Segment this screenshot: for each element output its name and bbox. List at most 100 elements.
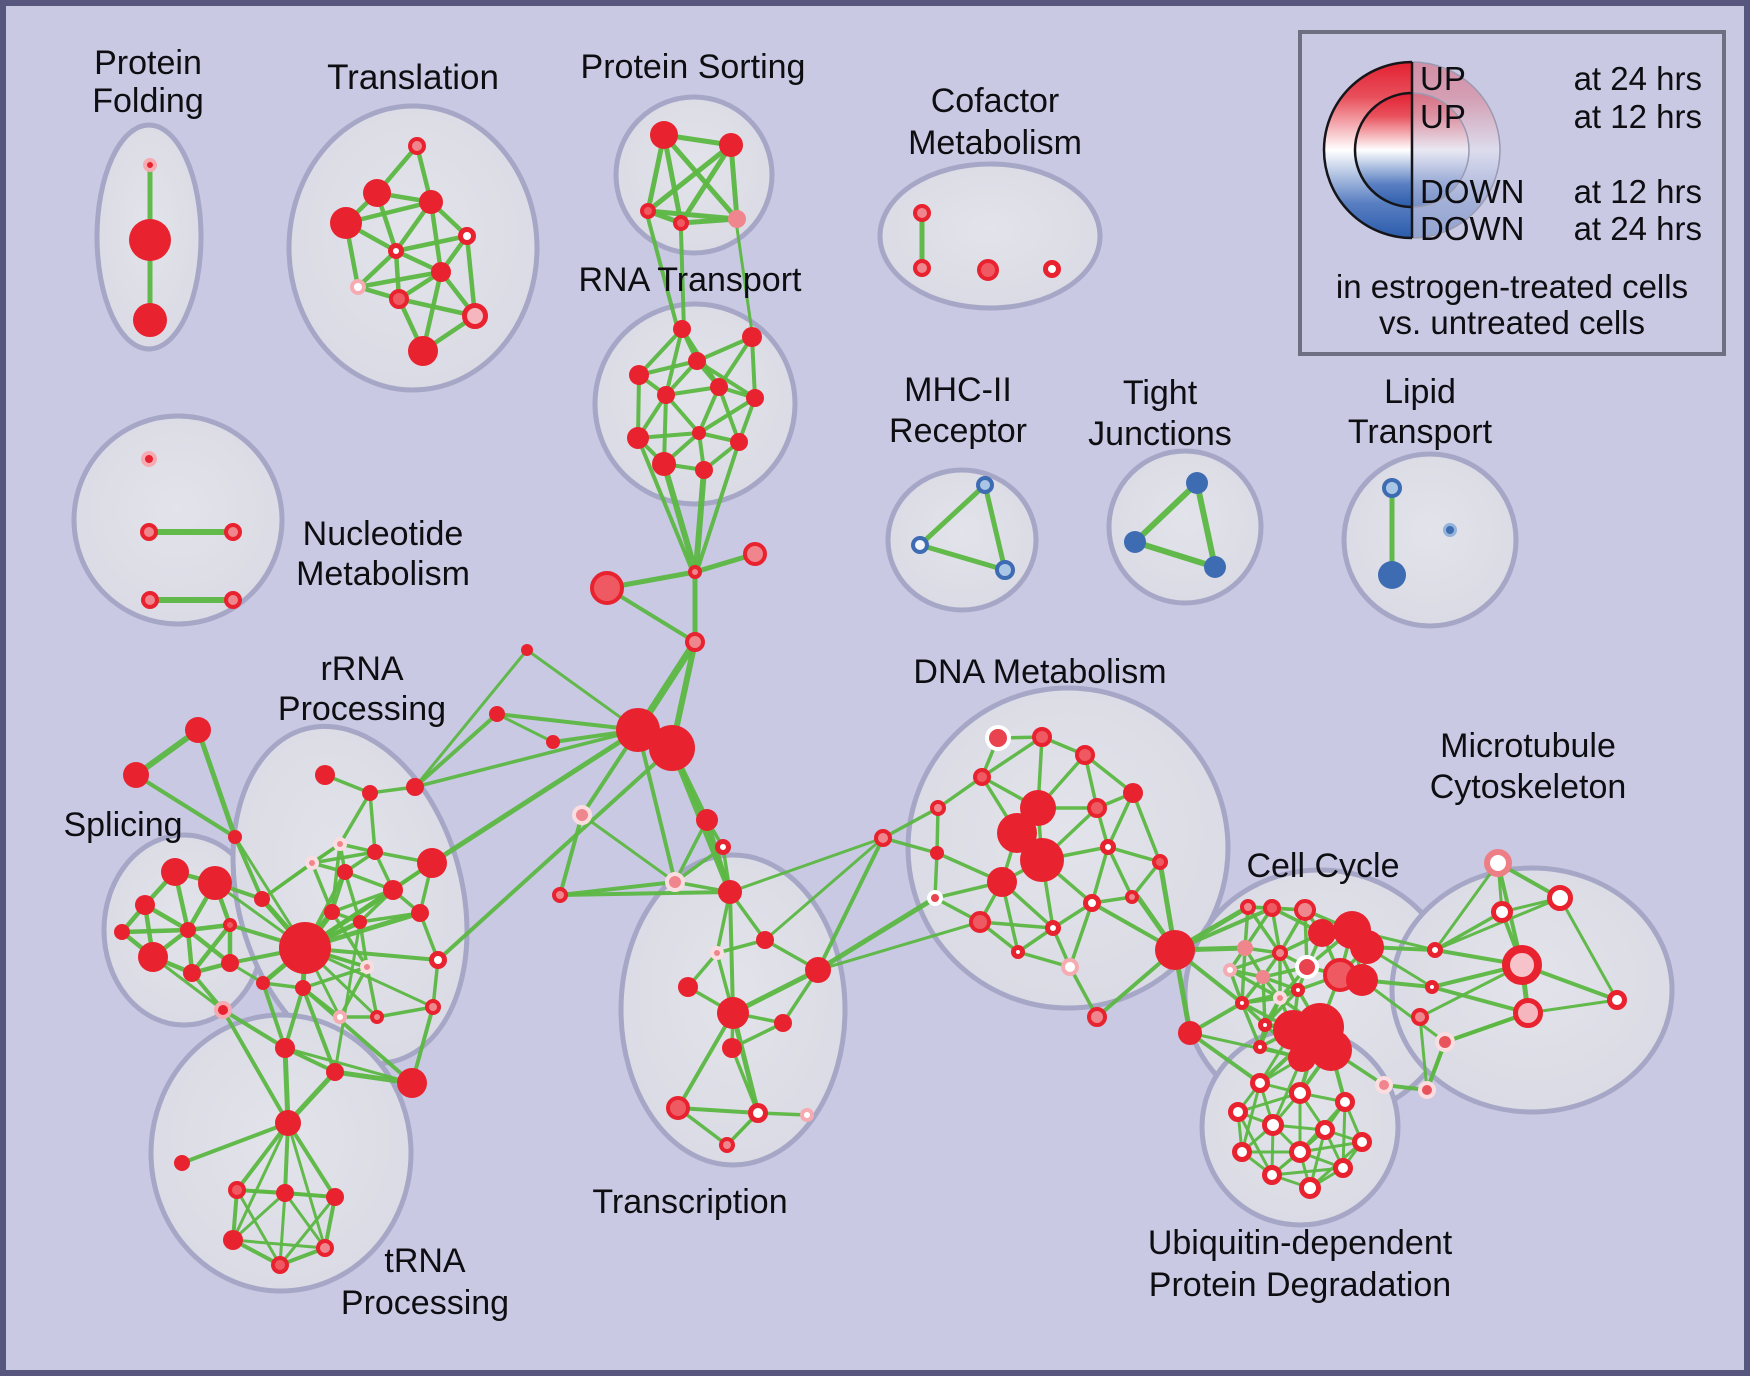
network-edge	[1106, 845, 1134, 899]
network-edge	[1236, 1110, 1274, 1177]
network-node	[1382, 478, 1402, 498]
network-edge	[413, 648, 529, 789]
legend-caption-line1: in estrogen-treated cells	[1336, 268, 1688, 305]
network-edge	[221, 1008, 290, 1125]
network-node	[1232, 1142, 1252, 1162]
network-node	[1087, 1007, 1107, 1027]
network-node	[129, 219, 171, 261]
network-node	[431, 262, 451, 282]
legend-caption-line2: vs. untreated cells	[1379, 304, 1645, 341]
network-node	[666, 1096, 690, 1120]
network-edge	[881, 806, 940, 840]
network-edge	[1131, 791, 1162, 864]
legend-down12-word: DOWN	[1420, 173, 1524, 210]
cluster-shape-lipid-transport	[1341, 451, 1519, 629]
network-edge	[301, 986, 337, 1074]
network-node	[973, 768, 991, 786]
network-node	[221, 954, 239, 972]
network-node	[1289, 1141, 1311, 1163]
network-node	[367, 844, 383, 860]
updown-wedge-icon	[1322, 60, 1501, 240]
nodes-layer	[114, 121, 1627, 1274]
network-node	[411, 904, 429, 922]
cluster-label-tight-junctions: Junctions	[1088, 415, 1232, 453]
network-node	[161, 858, 189, 886]
network-node	[198, 866, 232, 900]
network-node	[1335, 1092, 1355, 1112]
network-node	[1350, 930, 1384, 964]
network-node	[360, 960, 374, 974]
network-node	[185, 717, 211, 743]
network-node	[223, 1230, 243, 1250]
network-edge	[278, 1191, 287, 1267]
network-node	[1250, 1073, 1270, 1093]
network-edge	[664, 327, 684, 397]
network-edge	[558, 890, 732, 897]
network-node	[742, 327, 762, 347]
network-node	[1178, 1021, 1202, 1045]
network-node	[746, 389, 764, 407]
network-edge	[636, 728, 677, 884]
network-node	[383, 880, 403, 900]
network-node	[1125, 890, 1139, 904]
cluster-label-protein-sorting: Protein Sorting	[581, 48, 806, 86]
network-node	[718, 880, 742, 904]
cluster-label-microtubule-cytoskeleton: Cytoskeleton	[1430, 768, 1627, 806]
network-edge	[495, 712, 640, 732]
network-node	[927, 890, 943, 906]
cluster-label-mhc-ii-receptor: Receptor	[889, 412, 1027, 450]
network-edge	[260, 842, 342, 901]
network-node	[1228, 1102, 1248, 1122]
network-node	[350, 279, 366, 295]
cluster-label-cell-cycle: Cell Cycle	[1246, 847, 1399, 885]
network-node	[462, 303, 488, 329]
network-node	[326, 1188, 344, 1206]
network-edge	[978, 920, 1055, 930]
network-edge	[278, 1195, 337, 1267]
cluster-label-ubiquitin-degradation: Ubiquitin-dependent	[1148, 1224, 1453, 1262]
network-node	[800, 1108, 814, 1122]
network-node	[987, 867, 1017, 897]
network-node	[1352, 1132, 1372, 1152]
network-edge	[636, 436, 694, 572]
network-node	[315, 765, 335, 785]
network-edge	[673, 818, 709, 884]
network-edge	[231, 1191, 287, 1242]
network-edge	[1433, 910, 1504, 952]
network-node	[305, 856, 319, 870]
network-node	[362, 785, 378, 801]
network-node	[930, 800, 946, 816]
network-node	[333, 837, 347, 851]
network-node	[665, 872, 685, 892]
network-node	[1502, 945, 1542, 985]
network-node	[408, 336, 438, 366]
cluster-label-cofactor-metabolism: Cofactor	[931, 82, 1060, 120]
network-node	[756, 931, 774, 949]
network-node	[911, 536, 929, 554]
network-node	[429, 951, 447, 969]
network-node	[114, 924, 130, 940]
network-edge	[881, 836, 939, 855]
cluster-shape-rrna-processing	[230, 723, 470, 1067]
cluster-shape-microtubule-cytoskeleton	[1389, 865, 1675, 1115]
network-node	[1020, 838, 1064, 882]
network-edge	[413, 712, 499, 789]
cluster-label-rrna-processing: rRNA	[320, 650, 403, 688]
network-node	[1043, 260, 1061, 278]
network-edge	[375, 1005, 435, 1019]
network-node	[417, 848, 447, 878]
network-node	[1262, 1165, 1282, 1185]
legend-up24-word: UP	[1420, 60, 1466, 97]
network-edge	[355, 248, 399, 290]
network-node	[1346, 964, 1378, 996]
network-node	[295, 980, 311, 996]
network-edge	[678, 216, 740, 226]
cluster-label-microtubule-cytoskeleton: Microtubule	[1440, 727, 1616, 765]
cluster-label-lipid-transport: Transport	[1348, 413, 1493, 451]
network-node	[228, 1181, 246, 1199]
network-node	[1547, 885, 1573, 911]
cluster-shape-cofactor-metabolism	[877, 161, 1103, 311]
network-node	[1100, 839, 1116, 855]
legend-up24-time: at 24 hrs	[1574, 60, 1702, 97]
